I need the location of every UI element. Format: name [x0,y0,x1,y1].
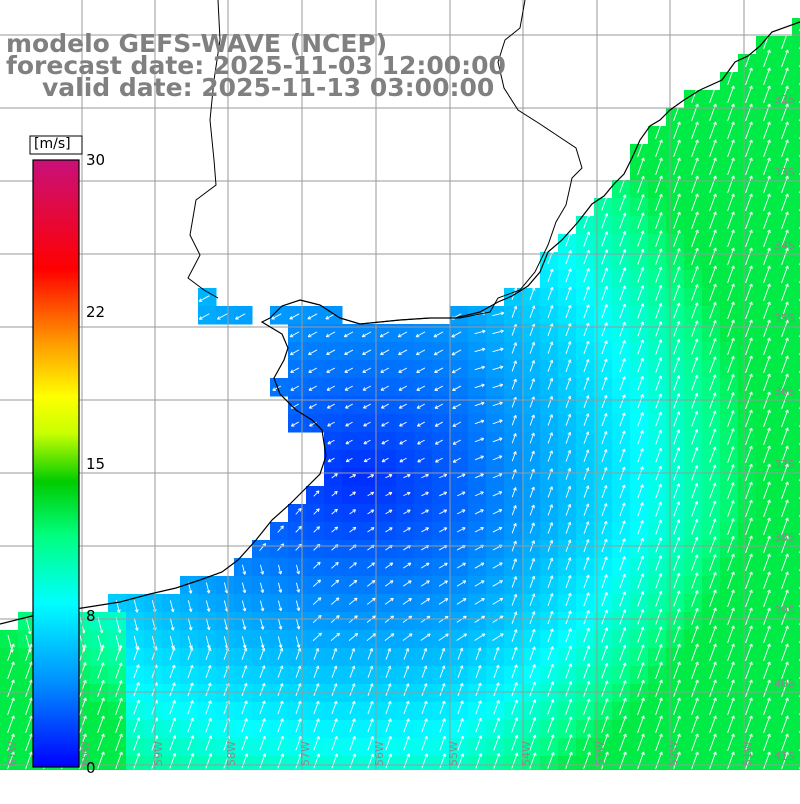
colorbar-tick-0: 0 [86,759,96,777]
longitude-label: 53W [594,741,607,766]
latitude-label: 33S [774,166,795,179]
latitude-label: 38S [774,531,795,544]
longitude-label: 59W [152,741,165,766]
colorbar-tick-30: 30 [86,151,105,169]
colorbar-tick-15: 15 [86,455,105,473]
latitude-label: 34S [774,239,795,252]
colorbar-tick-22: 22 [86,303,105,321]
colorbar-tick-8: 8 [86,607,96,625]
bottom-margin [0,770,800,800]
longitude-label: 58W [225,741,238,766]
latitude-label: 35S [774,312,795,325]
valid-date: valid date: 2025-11-13 03:00:00 [42,76,494,100]
longitude-label: 56W [373,741,386,766]
latitude-label: 41S [774,750,795,763]
longitude-label: 57W [299,741,312,766]
latitude-label: 40S [774,677,795,690]
latitude-label: 37S [774,458,795,471]
longitude-label: 61W [6,741,19,766]
longitude-label: 55W [447,741,460,766]
longitude-label: 54W [520,741,533,766]
colorbar-gradient [33,160,79,767]
longitude-label: 52W [667,741,680,766]
latitude-label: 39S [774,604,795,617]
colorbar-unit: [m/s] [34,136,71,152]
latitude-label: 32S [774,93,795,106]
longitude-label: 51W [741,741,754,766]
latitude-label: 36S [774,385,795,398]
